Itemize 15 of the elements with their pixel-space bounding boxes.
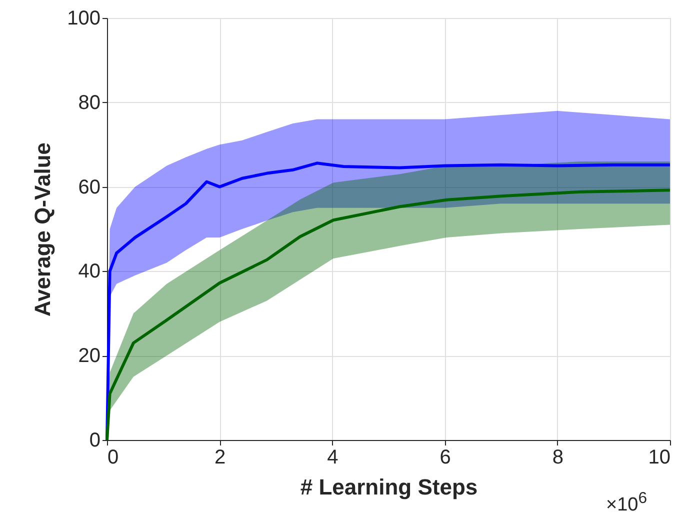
x-tick-label: 4 — [327, 446, 338, 468]
text: ×10$^{6}$ — [606, 490, 648, 516]
y-tick-label: 20 — [78, 345, 100, 368]
x-tick-label: 8 — [552, 446, 564, 468]
y-tick-label: 100 — [67, 8, 100, 30]
x-tick-label: 6 — [440, 446, 451, 468]
x-tick-label: 2 — [214, 446, 226, 468]
y-tick-label: 80 — [78, 92, 100, 114]
y-tick-label: 0 — [89, 430, 100, 452]
x-tick-label: 0 — [108, 446, 119, 468]
x-axis-title: # Learning Steps — [300, 474, 478, 500]
y-axis-title: Average Q-Value — [30, 142, 56, 317]
x-tick-label: 10 — [648, 446, 670, 468]
y-tick-label: 60 — [78, 176, 100, 198]
y-tick-label: 40 — [78, 260, 100, 283]
